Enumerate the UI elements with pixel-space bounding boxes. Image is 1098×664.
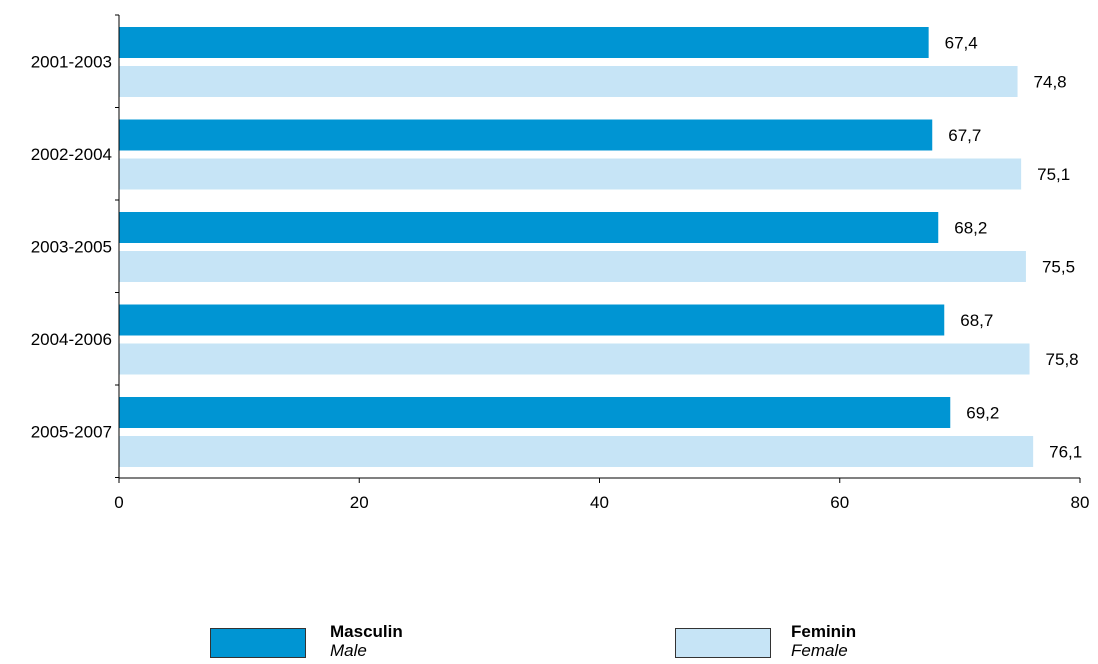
bar-female — [119, 436, 1034, 467]
value-label: 75,8 — [1046, 350, 1079, 369]
bar-female — [119, 251, 1026, 282]
category-label: 2004-2006 — [31, 330, 112, 349]
legend-label-female: Female — [791, 641, 848, 660]
value-label: 74,8 — [1034, 73, 1067, 92]
value-label: 75,5 — [1042, 258, 1075, 277]
legend-swatch-female — [675, 628, 771, 658]
value-label: 67,7 — [948, 126, 981, 145]
value-label: 68,7 — [960, 311, 993, 330]
axes — [115, 14, 1081, 483]
bars — [119, 27, 1034, 467]
bar-female — [119, 66, 1018, 97]
legend-label-masculin: Masculin — [330, 622, 403, 641]
x-tick-label: 60 — [830, 493, 849, 512]
category-label: 2003-2005 — [31, 237, 112, 256]
bar-male — [119, 304, 945, 336]
category-label: 2002-2004 — [31, 145, 112, 164]
value-label: 69,2 — [966, 404, 999, 423]
legend-label-feminin: Feminin — [791, 622, 857, 641]
x-tick-label: 20 — [350, 493, 369, 512]
bar-female — [119, 343, 1030, 375]
x-tick-label: 0 — [114, 493, 123, 512]
value-label: 68,2 — [954, 219, 987, 238]
category-label: 2001-2003 — [31, 52, 112, 71]
value-label: 67,4 — [945, 34, 978, 53]
category-label: 2005-2007 — [31, 422, 112, 441]
legend-label-male: Male — [330, 641, 367, 660]
bar-male — [119, 119, 933, 151]
tick-labels: 0 20 40 60 80 2001-2003 2002-2004 2003-2005 2004… — [31, 52, 1090, 512]
x-tick-label: 80 — [1071, 493, 1090, 512]
value-label: 75,1 — [1037, 165, 1070, 184]
bar-female — [119, 158, 1022, 190]
legend-swatch-male — [210, 628, 306, 658]
bar-male — [119, 27, 929, 58]
bar-male — [119, 397, 951, 428]
value-label: 76,1 — [1049, 443, 1082, 462]
x-tick-label: 40 — [590, 493, 609, 512]
value-labels: 67,4 67,7 68,2 68,7 69,2 74,8 75,1 75,5 75,8 76,1 — [945, 34, 1083, 462]
bar-male — [119, 212, 939, 243]
